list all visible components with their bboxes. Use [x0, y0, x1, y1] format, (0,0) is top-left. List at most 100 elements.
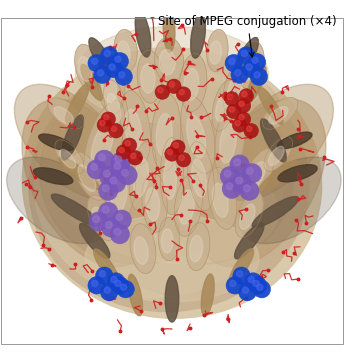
Text: Site of MPEG conjugation (×4): Site of MPEG conjugation (×4): [158, 15, 337, 57]
Circle shape: [246, 64, 252, 70]
Ellipse shape: [93, 79, 294, 264]
Circle shape: [101, 112, 115, 126]
Circle shape: [115, 280, 121, 286]
Circle shape: [236, 177, 242, 184]
Circle shape: [117, 281, 134, 298]
Circle shape: [257, 284, 263, 290]
Ellipse shape: [244, 149, 274, 198]
Circle shape: [253, 280, 259, 286]
Circle shape: [236, 271, 243, 277]
Circle shape: [248, 277, 254, 283]
Circle shape: [111, 126, 117, 131]
Ellipse shape: [130, 224, 156, 274]
Ellipse shape: [268, 106, 288, 124]
Ellipse shape: [268, 146, 284, 165]
Ellipse shape: [264, 136, 293, 171]
Ellipse shape: [179, 190, 194, 224]
Ellipse shape: [111, 180, 127, 215]
Ellipse shape: [7, 157, 109, 244]
Ellipse shape: [75, 44, 99, 90]
Ellipse shape: [235, 223, 264, 259]
Circle shape: [249, 277, 267, 294]
Ellipse shape: [48, 98, 84, 129]
Circle shape: [242, 164, 262, 183]
Circle shape: [254, 72, 260, 78]
Circle shape: [169, 82, 175, 87]
Ellipse shape: [141, 64, 155, 93]
Ellipse shape: [152, 94, 181, 171]
Circle shape: [165, 147, 179, 161]
Ellipse shape: [234, 37, 258, 77]
Circle shape: [100, 167, 119, 186]
Circle shape: [224, 171, 231, 177]
Ellipse shape: [174, 174, 203, 236]
Circle shape: [100, 283, 118, 301]
Ellipse shape: [73, 84, 304, 298]
Ellipse shape: [216, 94, 229, 122]
Circle shape: [118, 165, 137, 185]
Circle shape: [121, 284, 127, 290]
Ellipse shape: [33, 168, 73, 185]
Ellipse shape: [55, 140, 84, 174]
Circle shape: [247, 126, 252, 131]
Circle shape: [115, 56, 121, 62]
Circle shape: [94, 66, 111, 83]
Ellipse shape: [98, 55, 125, 114]
Ellipse shape: [278, 165, 317, 182]
Circle shape: [97, 118, 111, 132]
Ellipse shape: [238, 41, 264, 89]
Ellipse shape: [51, 194, 99, 226]
Ellipse shape: [164, 157, 177, 199]
Circle shape: [238, 47, 255, 64]
Circle shape: [111, 52, 129, 70]
Ellipse shape: [259, 161, 298, 192]
Ellipse shape: [201, 274, 214, 316]
Ellipse shape: [84, 101, 125, 184]
Ellipse shape: [81, 64, 103, 101]
Circle shape: [236, 98, 251, 113]
Circle shape: [93, 216, 100, 223]
Circle shape: [88, 54, 105, 72]
Ellipse shape: [85, 215, 259, 302]
Circle shape: [99, 202, 118, 222]
Circle shape: [235, 120, 240, 126]
Ellipse shape: [128, 274, 142, 316]
Ellipse shape: [130, 142, 156, 211]
Circle shape: [87, 160, 106, 179]
Ellipse shape: [78, 165, 96, 191]
Ellipse shape: [134, 159, 148, 197]
Circle shape: [226, 104, 241, 119]
Circle shape: [98, 70, 104, 76]
Ellipse shape: [54, 107, 74, 124]
Ellipse shape: [79, 223, 110, 258]
Circle shape: [179, 89, 184, 95]
Ellipse shape: [252, 197, 299, 227]
Ellipse shape: [46, 75, 298, 229]
Circle shape: [105, 60, 123, 77]
Circle shape: [131, 153, 136, 159]
Ellipse shape: [135, 11, 151, 57]
Circle shape: [104, 50, 110, 56]
Circle shape: [91, 280, 98, 286]
Ellipse shape: [215, 103, 245, 178]
Ellipse shape: [22, 99, 152, 267]
Circle shape: [119, 72, 125, 78]
Circle shape: [88, 277, 105, 294]
Ellipse shape: [59, 150, 76, 168]
Circle shape: [158, 88, 163, 93]
Circle shape: [116, 145, 131, 159]
Circle shape: [244, 185, 250, 191]
Ellipse shape: [223, 62, 250, 117]
Circle shape: [242, 287, 248, 293]
Ellipse shape: [186, 223, 210, 271]
Ellipse shape: [117, 41, 130, 64]
Circle shape: [179, 155, 184, 160]
Ellipse shape: [206, 29, 228, 72]
Circle shape: [106, 173, 126, 193]
Circle shape: [253, 281, 271, 298]
Ellipse shape: [213, 183, 228, 217]
Circle shape: [232, 173, 251, 193]
Circle shape: [107, 273, 125, 290]
Circle shape: [96, 267, 113, 285]
Circle shape: [89, 212, 108, 231]
